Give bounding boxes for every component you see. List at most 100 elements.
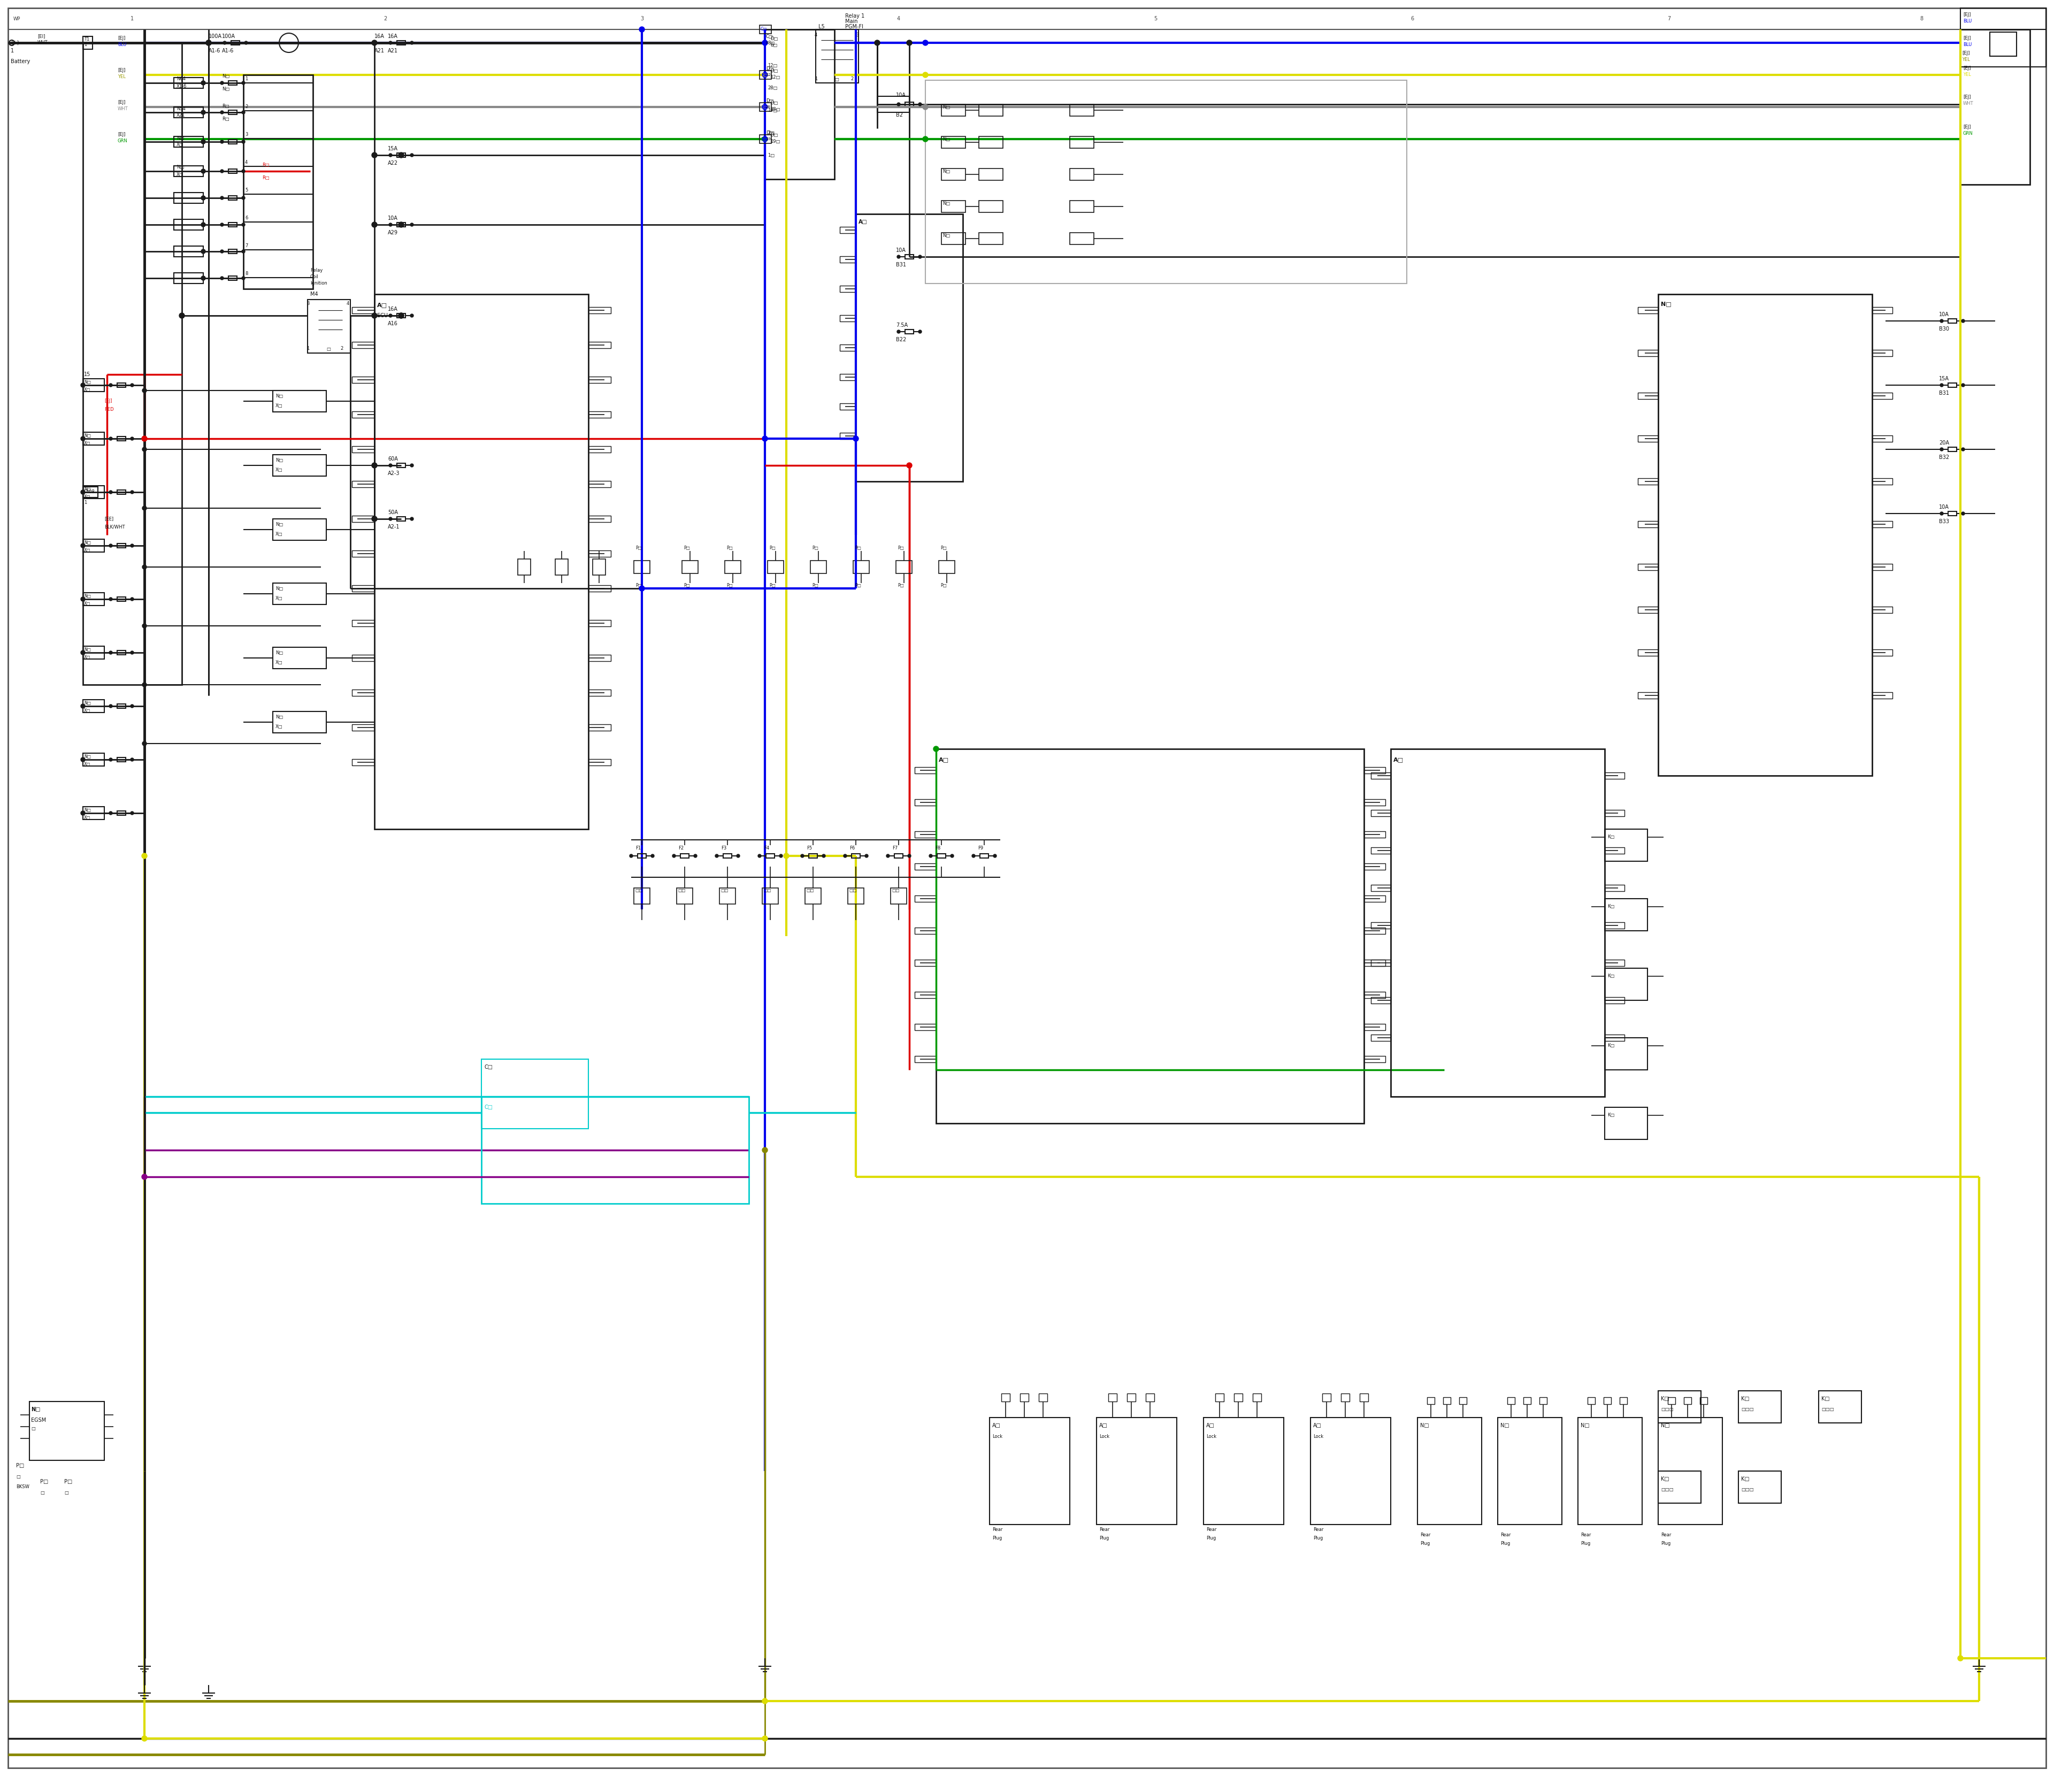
Bar <box>273 391 327 412</box>
Circle shape <box>922 104 928 109</box>
Text: A16: A16 <box>388 321 398 326</box>
Text: X□: X□ <box>275 724 283 729</box>
Circle shape <box>918 254 922 258</box>
Bar <box>1070 233 1095 244</box>
Text: P□: P□ <box>684 584 690 588</box>
Text: X□: X□ <box>84 708 90 713</box>
Bar <box>82 43 183 685</box>
Bar <box>1871 607 1892 613</box>
Circle shape <box>865 855 869 858</box>
Circle shape <box>220 111 224 115</box>
Bar <box>1021 1394 1029 1401</box>
Bar <box>1070 168 1095 181</box>
Text: 12□: 12□ <box>770 75 781 79</box>
Bar <box>1364 799 1384 806</box>
Bar <box>518 559 530 575</box>
Bar <box>1658 1417 1723 1525</box>
Bar <box>1604 1038 1647 1070</box>
Text: GRN: GRN <box>1964 131 1974 136</box>
Bar <box>481 1097 750 1204</box>
Text: EGSM: EGSM <box>31 1417 45 1423</box>
Bar <box>117 650 125 654</box>
Circle shape <box>201 276 205 280</box>
Bar <box>117 489 125 495</box>
Bar <box>587 724 610 731</box>
Circle shape <box>852 435 859 441</box>
Bar <box>840 344 857 351</box>
Text: N□: N□ <box>84 434 90 439</box>
Circle shape <box>244 41 249 45</box>
Text: Plug: Plug <box>1099 1536 1109 1541</box>
Circle shape <box>994 855 996 858</box>
Circle shape <box>398 314 405 319</box>
Text: 8□: 8□ <box>768 41 774 45</box>
Bar <box>1738 1471 1781 1503</box>
Bar <box>175 192 203 202</box>
Bar <box>1364 991 1384 998</box>
Circle shape <box>906 462 912 468</box>
Circle shape <box>131 383 134 387</box>
Text: 2: 2 <box>244 104 249 109</box>
Text: N□: N□ <box>943 168 951 174</box>
Text: BLU: BLU <box>1964 20 1972 23</box>
Circle shape <box>205 39 212 45</box>
Bar <box>587 620 610 627</box>
Bar <box>980 233 1002 244</box>
Bar <box>914 991 937 998</box>
Bar <box>594 559 606 575</box>
Text: X□: X□ <box>84 387 90 392</box>
Text: X□: X□ <box>275 532 283 536</box>
Text: A□: A□ <box>378 303 388 308</box>
Bar <box>891 889 906 903</box>
Text: X1-6: X1-6 <box>177 84 187 88</box>
Bar <box>766 853 774 858</box>
Circle shape <box>762 1736 768 1742</box>
Bar <box>228 222 236 228</box>
Circle shape <box>109 704 113 708</box>
Bar <box>914 1023 937 1030</box>
Bar <box>914 961 937 966</box>
Bar <box>1128 1394 1136 1401</box>
Bar <box>228 195 236 201</box>
Text: 7: 7 <box>244 244 249 249</box>
Bar <box>1818 1391 1861 1423</box>
Bar <box>351 760 374 765</box>
Circle shape <box>109 758 113 762</box>
Circle shape <box>131 704 134 708</box>
Text: 5: 5 <box>1154 16 1156 22</box>
Bar <box>906 330 914 333</box>
Circle shape <box>242 276 244 280</box>
Text: P□: P□ <box>811 584 817 588</box>
Text: [EJ]: [EJ] <box>1964 36 1970 41</box>
Bar <box>82 539 105 552</box>
Bar <box>1960 29 2029 185</box>
Circle shape <box>80 650 84 654</box>
Text: 8□: 8□ <box>770 43 776 47</box>
Text: WHT: WHT <box>37 41 47 45</box>
Bar <box>587 342 610 348</box>
Bar <box>680 853 688 858</box>
Bar <box>937 749 1364 1124</box>
Text: X□: X□ <box>177 143 183 147</box>
Bar <box>273 647 327 668</box>
Bar <box>941 233 965 244</box>
Bar <box>1947 383 1957 387</box>
Circle shape <box>80 489 84 495</box>
Text: 15A: 15A <box>1939 376 1949 382</box>
Bar <box>587 586 610 591</box>
Bar <box>1990 32 2017 56</box>
Circle shape <box>762 39 768 45</box>
Text: X□: X□ <box>84 762 90 767</box>
Circle shape <box>1962 319 1966 323</box>
Circle shape <box>875 39 879 45</box>
Text: F1: F1 <box>635 846 641 849</box>
Text: P□: P□ <box>898 547 904 550</box>
Text: Relay: Relay <box>310 269 322 272</box>
Circle shape <box>388 154 392 156</box>
Bar <box>1658 1471 1701 1503</box>
Text: A29: A29 <box>388 229 398 235</box>
Text: X□: X□ <box>84 654 90 659</box>
Circle shape <box>398 314 405 319</box>
Text: X□: X□ <box>177 172 183 177</box>
Text: □□□: □□□ <box>1662 1487 1674 1493</box>
